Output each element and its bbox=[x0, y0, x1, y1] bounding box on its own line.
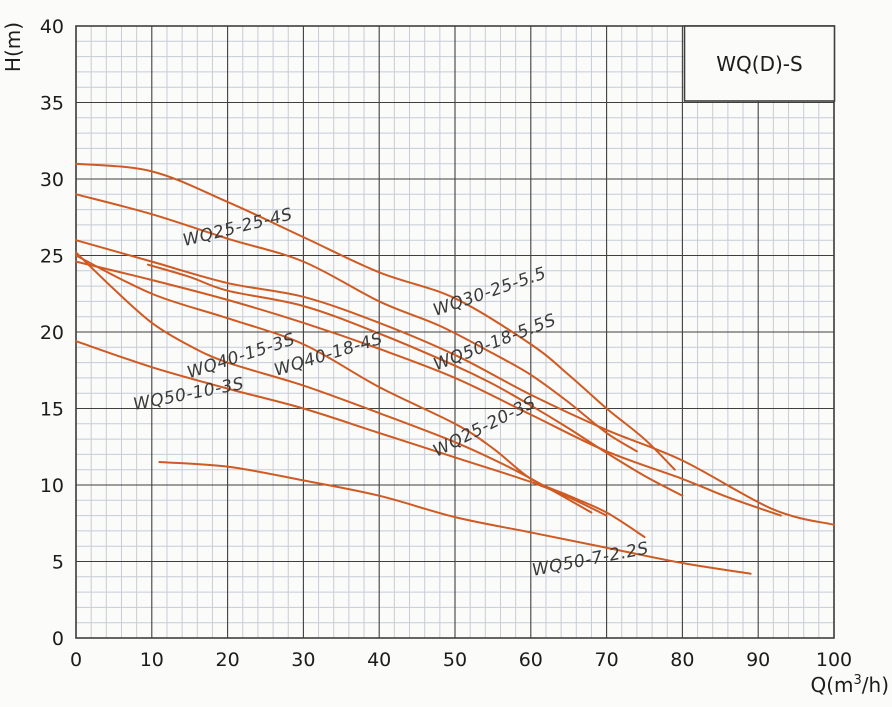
y-axis-title: H(m) bbox=[1, 22, 25, 72]
pump-curve-WQ50-7-2.2S bbox=[158, 461, 752, 575]
x-tick-label: 20 bbox=[216, 649, 240, 671]
y-tick-label: 20 bbox=[40, 322, 64, 344]
x-tick-label: 90 bbox=[746, 649, 770, 671]
x-tick-label: 0 bbox=[70, 649, 82, 671]
pump-curve-WQ40-15-3S bbox=[75, 251, 593, 514]
y-axis-tick-labels: 0 5 10 15 20 25 30 35 40 bbox=[40, 16, 64, 650]
y-tick-label: 10 bbox=[40, 475, 64, 497]
pump-curve-WQ30-25-5.5 bbox=[75, 162, 676, 471]
x-tick-label: 30 bbox=[291, 649, 315, 671]
x-tick-label: 80 bbox=[670, 649, 694, 671]
x-axis-tick-labels: 0 10 20 30 40 50 60 70 80 90 100 bbox=[70, 649, 852, 671]
pump-curve-WQ25-20-3S bbox=[75, 254, 646, 539]
y-tick-label: 40 bbox=[40, 16, 64, 38]
model-series-label: WQ(D)-S bbox=[716, 52, 802, 76]
model-series-box-frame bbox=[683, 25, 836, 102]
y-tick-label: 30 bbox=[40, 169, 64, 191]
pump-curve-WQ50-18-5.5S bbox=[75, 239, 835, 526]
y-tick-label: 25 bbox=[40, 246, 64, 268]
x-tick-label: 10 bbox=[140, 649, 164, 671]
plot-border bbox=[75, 25, 835, 639]
y-tick-label: 0 bbox=[52, 628, 64, 650]
model-series-box: WQ(D)-S bbox=[683, 25, 836, 102]
x-axis-title: Q(m3/h) bbox=[810, 673, 889, 697]
curve-label: WQ25-20-3S bbox=[430, 393, 539, 462]
pump-curve-WQ50-10-3S bbox=[75, 340, 608, 517]
pump-curve-WQ25-25-4S bbox=[75, 193, 638, 453]
x-tick-label: 50 bbox=[443, 649, 467, 671]
y-tick-label: 5 bbox=[52, 552, 64, 574]
y-tick-label: 15 bbox=[40, 399, 64, 421]
pump-curves bbox=[75, 162, 835, 575]
pump-curve-WQ40-18-4S bbox=[147, 263, 684, 497]
y-tick-label: 35 bbox=[40, 93, 64, 115]
x-tick-label: 60 bbox=[519, 649, 543, 671]
x-tick-label: 100 bbox=[816, 649, 852, 671]
curve-label: WQ25-25-4S bbox=[181, 204, 295, 251]
x-tick-label: 40 bbox=[367, 649, 391, 671]
x-tick-label: 70 bbox=[595, 649, 619, 671]
pump-curve-series-5 bbox=[75, 260, 782, 517]
